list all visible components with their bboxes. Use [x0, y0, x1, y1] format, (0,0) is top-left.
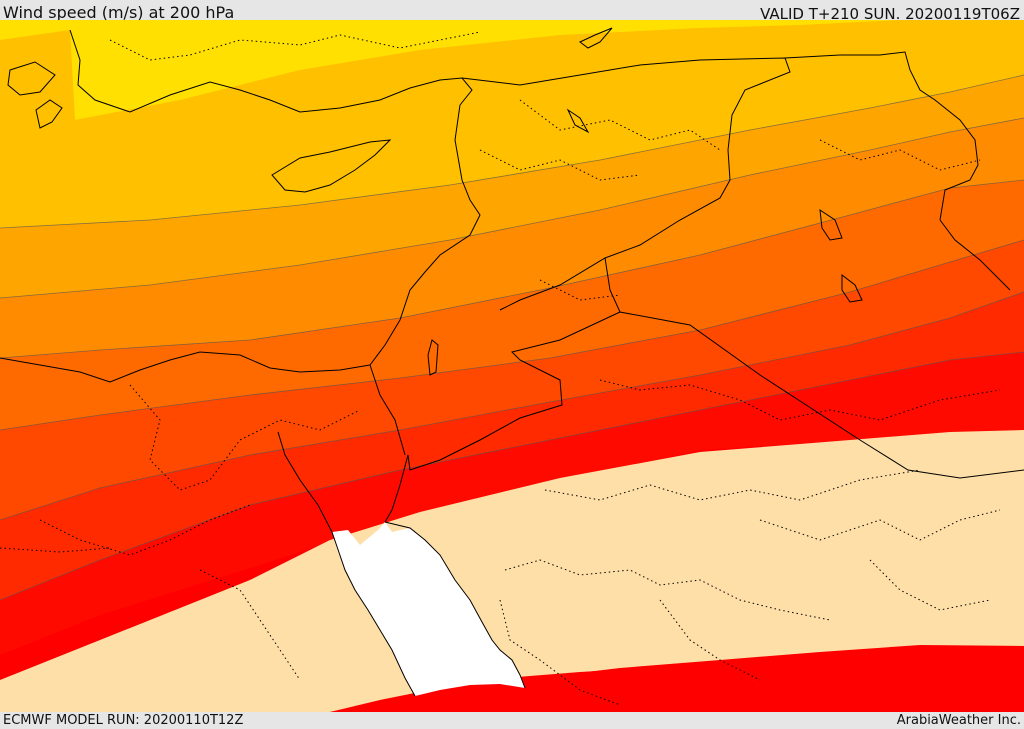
dotted-boundaries	[0, 31, 1001, 706]
wind-speed-map	[0, 20, 1024, 712]
valid-time: VALID T+210 SUN. 20200119T06Z	[760, 5, 1020, 23]
coastlines	[0, 27, 863, 697]
credit: ArabiaWeather Inc.	[896, 713, 1021, 728]
model-run: ECMWF MODEL RUN: 20200110T12Z	[3, 713, 244, 728]
southern-jet-band	[330, 645, 1024, 712]
low-speed-region	[0, 430, 1024, 712]
map-title: Wind speed (m/s) at 200 hPa	[3, 3, 235, 22]
header-bar: Wind speed (m/s) at 200 hPa VALID T+210 …	[0, 0, 1024, 23]
borders	[369, 51, 1024, 479]
map-svg	[0, 20, 1024, 712]
contour-lines	[0, 74, 1024, 601]
footer-bar: ECMWF MODEL RUN: 20200110T12Z ArabiaWeat…	[0, 712, 1024, 729]
red-sea	[332, 522, 525, 696]
